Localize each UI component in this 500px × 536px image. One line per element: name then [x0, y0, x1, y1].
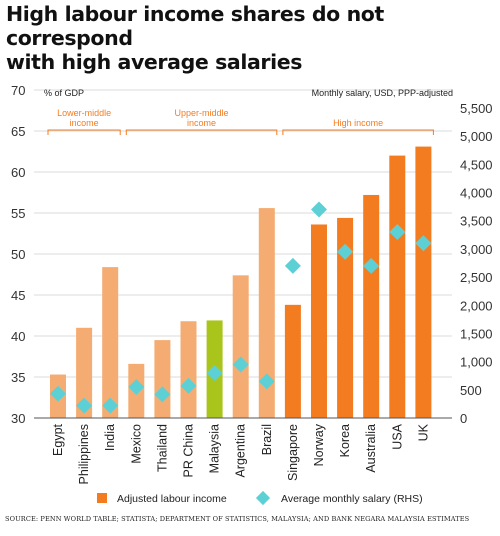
category-label: Singapore [286, 424, 300, 481]
left-axis: 30 35 40 45 50 55 60 65 70 [11, 83, 25, 426]
group-label: income [187, 118, 216, 128]
salary-point [284, 257, 301, 274]
category-label: UK [416, 423, 430, 441]
right-tick-label: 0 [460, 411, 467, 426]
right-tick-label: 2,500 [460, 270, 493, 285]
salary-point [415, 235, 432, 252]
group-label: Upper-middle [175, 108, 229, 118]
right-tick-label: 4,000 [460, 186, 493, 201]
bar [284, 304, 301, 418]
group-bracket [125, 129, 278, 135]
legend-diamond-label: Average monthly salary (RHS) [281, 493, 423, 505]
left-tick-label: 50 [11, 247, 25, 262]
bar [232, 275, 249, 418]
title-line-1: High labour income shares do not corresp… [6, 2, 384, 50]
category-label: Australia [364, 424, 378, 473]
bar [311, 224, 327, 418]
right-tick-label: 3,500 [460, 214, 493, 229]
right-tick-label: 2,000 [460, 298, 493, 313]
group-label: High income [333, 118, 383, 128]
category-label: Norway [312, 423, 326, 466]
title-line-2: with high average salaries [6, 50, 303, 74]
group-label: Lower-middle [57, 108, 111, 118]
chart-title: High labour income shares do not corresp… [6, 2, 496, 74]
category-label: Thailand [155, 424, 169, 472]
left-tick-label: 40 [11, 329, 25, 344]
salary-point [154, 386, 171, 403]
category-label: Korea [338, 424, 352, 457]
right-tick-label: 3,000 [460, 242, 493, 257]
legend-bar-swatch [97, 493, 107, 503]
category-label: PR China [182, 424, 196, 478]
left-tick-label: 35 [11, 370, 25, 385]
bar [258, 208, 275, 418]
legend: Adjusted labour income Average monthly s… [97, 490, 423, 506]
salary-point [76, 397, 93, 414]
bar [389, 155, 406, 418]
bar [180, 321, 197, 418]
right-axis-label: Monthly salary, USD, PPP-adjusted [312, 88, 453, 98]
category-label: USA [390, 423, 404, 449]
diamond-series [50, 201, 432, 414]
left-tick-label: 55 [11, 206, 25, 221]
left-tick-label: 70 [11, 83, 25, 98]
group-bracket [282, 129, 434, 135]
legend-diamond-swatch [255, 490, 271, 506]
category-label: Malaysia [208, 424, 222, 473]
salary-point [389, 224, 406, 240]
salary-point [311, 201, 327, 218]
right-tick-label: 4,500 [460, 157, 493, 172]
bar [102, 267, 119, 418]
bar-series [50, 146, 432, 418]
left-axis-label: % of GDP [44, 88, 84, 98]
right-axis: 0 500 1,000 1,500 2,000 2,500 3,000 3,500 4,000 4… [460, 101, 493, 426]
category-labels: Egypt Philippines India Mexico Thailand PR Ch… [51, 423, 430, 484]
category-label: Philippines [77, 424, 91, 484]
bar [76, 327, 93, 418]
group-bracket [47, 129, 121, 135]
bar [154, 340, 171, 418]
salary-point [102, 397, 119, 414]
right-tick-label: 500 [460, 383, 482, 398]
salary-point [180, 377, 197, 394]
right-tick-label: 5,500 [460, 101, 493, 116]
right-tick-label: 1,000 [460, 355, 493, 370]
source-note: SOURCE: PENN WORLD TABLE; STATISTA; DEPA… [5, 515, 470, 523]
left-tick-label: 65 [11, 124, 25, 139]
bar [363, 194, 380, 418]
salary-point [232, 356, 249, 373]
left-tick-label: 60 [11, 165, 25, 180]
salary-point [258, 373, 275, 390]
bar [415, 146, 432, 418]
category-label: India [103, 424, 117, 451]
legend-bar-label: Adjusted labour income [117, 493, 227, 505]
right-tick-label: 1,500 [460, 326, 493, 341]
category-label: Egypt [51, 423, 65, 455]
category-label: Brazil [260, 424, 274, 455]
salary-point [206, 364, 223, 381]
right-tick-label: 5,000 [460, 129, 493, 144]
salary-point [128, 379, 145, 395]
left-tick-label: 30 [11, 411, 25, 426]
category-label: Mexico [129, 424, 143, 464]
left-tick-label: 45 [11, 288, 25, 303]
bar [337, 217, 354, 418]
salary-point [50, 385, 66, 402]
salary-point [363, 257, 380, 274]
salary-point [337, 243, 354, 260]
group-label: income [70, 118, 99, 128]
category-label: Argentina [234, 424, 248, 478]
